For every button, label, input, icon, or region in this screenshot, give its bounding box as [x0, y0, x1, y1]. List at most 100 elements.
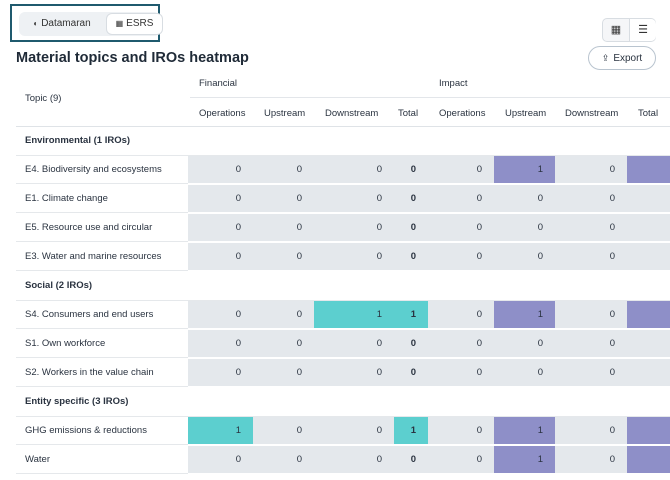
heatmap-cell-financial-downstream[interactable]: 0: [314, 156, 394, 184]
heatmap-cell-financial-total[interactable]: 0: [394, 185, 428, 213]
heatmap-cell-financial-operations[interactable]: 0: [188, 243, 253, 271]
column-header-financial-upstream[interactable]: Upstream: [264, 108, 306, 119]
section-header: Entity specific (3 IROs): [16, 388, 197, 417]
heatmap-cell-financial-total[interactable]: 0: [394, 446, 428, 474]
heatmap-cell-impact-downstream[interactable]: 0: [555, 185, 627, 213]
heatmap-cell-financial-operations[interactable]: 0: [188, 359, 253, 387]
heatmap-cell-impact-upstream[interactable]: 0: [494, 243, 555, 271]
row-topic-label[interactable]: E3. Water and marine resources: [16, 243, 188, 271]
heatmap-cell-impact-downstream[interactable]: 0: [555, 446, 627, 474]
heatmap-cell-impact-upstream[interactable]: 1: [494, 301, 555, 329]
column-header-impact-total[interactable]: Total: [638, 108, 659, 119]
row-topic-label[interactable]: S4. Consumers and end users: [16, 301, 188, 329]
heatmap-cell-financial-total[interactable]: 0: [394, 330, 428, 358]
heatmap-cell-financial-total[interactable]: 0: [394, 243, 428, 271]
heatmap-cell-financial-upstream[interactable]: 0: [253, 185, 314, 213]
column-header-impact-operations[interactable]: Operations: [439, 108, 486, 119]
heatmap-cell-financial-downstream[interactable]: 1: [314, 301, 394, 329]
heatmap-cell-financial-operations[interactable]: 0: [188, 301, 253, 329]
heatmap-cell-financial-upstream[interactable]: 0: [253, 359, 314, 387]
heatmap-cell-impact-downstream[interactable]: 0: [555, 330, 627, 358]
heatmap-cell-impact-upstream[interactable]: 0: [494, 359, 555, 387]
heatmap-cell-financial-operations[interactable]: 0: [188, 185, 253, 213]
heatmap-cell-financial-downstream[interactable]: 0: [314, 446, 394, 474]
column-header-impact-upstream[interactable]: Upstream: [505, 108, 547, 119]
datamaran-toggle-button[interactable]: ◐ Datamaran: [25, 14, 99, 34]
heatmap-cell-impact-operations[interactable]: 0: [428, 359, 494, 387]
topic-column-header[interactable]: Topic (9): [25, 93, 62, 104]
heatmap-cell-impact-total[interactable]: 0: [627, 359, 670, 387]
source-toggle: ◐ Datamaran ▦ ESRS: [19, 12, 162, 36]
heatmap-cell-impact-total[interactable]: 1: [627, 417, 670, 445]
source-toggle-highlight: ◐ Datamaran ▦ ESRS: [10, 4, 162, 42]
heatmap-cell-impact-upstream[interactable]: 1: [494, 417, 555, 445]
heatmap-cell-financial-operations[interactable]: 0: [188, 156, 253, 184]
heatmap-cell-financial-downstream[interactable]: 0: [314, 417, 394, 445]
heatmap-cell-impact-upstream[interactable]: 1: [494, 156, 555, 184]
heatmap-cell-financial-downstream[interactable]: 0: [314, 214, 394, 242]
heatmap-cell-financial-upstream[interactable]: 0: [253, 243, 314, 271]
heatmap-cell-impact-upstream[interactable]: 1: [494, 446, 555, 474]
heatmap-cell-financial-upstream[interactable]: 0: [253, 301, 314, 329]
heatmap-cell-impact-operations[interactable]: 0: [428, 446, 494, 474]
heatmap-cell-impact-total[interactable]: 1: [627, 301, 670, 329]
heatmap-cell-impact-operations[interactable]: 0: [428, 417, 494, 445]
section-header-fill: [188, 388, 670, 417]
column-header-impact-downstream[interactable]: Downstream: [565, 108, 619, 119]
heatmap-cell-impact-total[interactable]: 1: [627, 446, 670, 474]
heatmap-cell-financial-upstream[interactable]: 0: [253, 330, 314, 358]
heatmap-cell-financial-upstream[interactable]: 0: [253, 446, 314, 474]
heatmap-cell-impact-total[interactable]: 1: [627, 156, 670, 184]
heatmap-cell-financial-operations[interactable]: 0: [188, 330, 253, 358]
row-topic-label[interactable]: S2. Workers in the value chain: [16, 359, 188, 387]
heatmap-cell-impact-downstream[interactable]: 0: [555, 214, 627, 242]
heatmap-cell-impact-downstream[interactable]: 0: [555, 417, 627, 445]
heatmap-cell-financial-total[interactable]: 0: [394, 214, 428, 242]
list-view-button[interactable]: ☰: [629, 19, 656, 41]
heatmap-cell-financial-total[interactable]: 1: [394, 417, 428, 445]
column-header-financial-total[interactable]: Total: [398, 108, 419, 119]
heatmap-cell-impact-operations[interactable]: 0: [428, 330, 494, 358]
heatmap-cell-financial-operations[interactable]: 0: [188, 214, 253, 242]
heatmap-cell-impact-upstream[interactable]: 0: [494, 330, 555, 358]
row-topic-label[interactable]: E1. Climate change: [16, 185, 188, 213]
heatmap-cell-impact-operations[interactable]: 0: [428, 243, 494, 271]
heatmap-cell-impact-operations[interactable]: 0: [428, 185, 494, 213]
heatmap-cell-impact-total[interactable]: 0: [627, 214, 670, 242]
heatmap-cell-financial-downstream[interactable]: 0: [314, 359, 394, 387]
heatmap-cell-financial-downstream[interactable]: 0: [314, 330, 394, 358]
column-header-financial-operations[interactable]: Operations: [199, 108, 246, 119]
heatmap-cell-financial-upstream[interactable]: 0: [253, 214, 314, 242]
heatmap-cell-impact-downstream[interactable]: 0: [555, 301, 627, 329]
heatmap-cell-impact-total[interactable]: 0: [627, 243, 670, 271]
heatmap-cell-financial-total[interactable]: 0: [394, 359, 428, 387]
heatmap-cell-financial-operations[interactable]: 1: [188, 417, 253, 445]
heatmap-cell-impact-total[interactable]: 0: [627, 330, 670, 358]
heatmap-cell-impact-downstream[interactable]: 0: [555, 243, 627, 271]
row-topic-label[interactable]: E5. Resource use and circular economy: [16, 214, 188, 261]
heatmap-cell-financial-upstream[interactable]: 0: [253, 156, 314, 184]
export-button[interactable]: ⇪ Export: [588, 46, 656, 70]
heatmap-cell-impact-total[interactable]: 0: [627, 185, 670, 213]
heatmap-cell-financial-upstream[interactable]: 0: [253, 417, 314, 445]
esrs-toggle-button[interactable]: ▦ ESRS: [107, 14, 162, 34]
heatmap-cell-impact-upstream[interactable]: 0: [494, 185, 555, 213]
column-header-financial-downstream[interactable]: Downstream: [325, 108, 379, 119]
heatmap-cell-impact-downstream[interactable]: 0: [555, 156, 627, 184]
row-topic-label[interactable]: GHG emissions & reductions: [16, 417, 188, 445]
heatmap-cell-impact-upstream[interactable]: 0: [494, 214, 555, 242]
grid-icon: ▦: [610, 24, 622, 36]
heatmap-cell-financial-downstream[interactable]: 0: [314, 185, 394, 213]
row-topic-label[interactable]: E4. Biodiversity and ecosystems: [16, 156, 188, 184]
heatmap-cell-financial-total[interactable]: 1: [394, 301, 428, 329]
heatmap-cell-financial-operations[interactable]: 0: [188, 446, 253, 474]
row-topic-label[interactable]: Water: [16, 446, 188, 474]
heatmap-cell-impact-operations[interactable]: 0: [428, 301, 494, 329]
heatmap-cell-financial-downstream[interactable]: 0: [314, 243, 394, 271]
row-topic-label[interactable]: S1. Own workforce: [16, 330, 188, 358]
grid-view-button[interactable]: ▦: [603, 19, 629, 41]
heatmap-cell-impact-downstream[interactable]: 0: [555, 359, 627, 387]
heatmap-cell-financial-total[interactable]: 0: [394, 156, 428, 184]
heatmap-cell-impact-operations[interactable]: 0: [428, 156, 494, 184]
heatmap-cell-impact-operations[interactable]: 0: [428, 214, 494, 242]
